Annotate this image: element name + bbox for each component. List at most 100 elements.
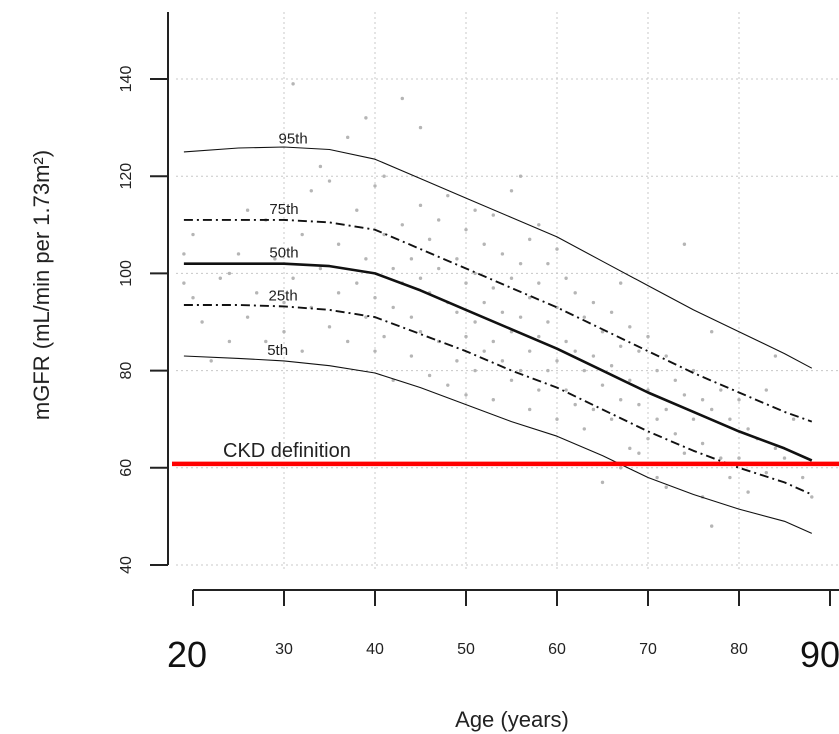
scatter-point: [801, 475, 805, 480]
scatter-point: [364, 257, 368, 261]
scatter-point: [555, 359, 559, 363]
scatter-point: [628, 325, 632, 329]
scatter-point: [573, 349, 577, 353]
series-label-5th: 5th: [267, 342, 288, 359]
scatter-point: [691, 417, 696, 421]
scatter-point: [482, 242, 486, 246]
scatter-point: [373, 349, 377, 353]
scatter-point: [537, 334, 541, 339]
scatter-point: [682, 242, 687, 246]
scatter-point: [437, 266, 441, 271]
x-tick-label: 60: [548, 641, 566, 658]
y-tick-label: 140: [118, 66, 135, 93]
scatter-point: [537, 223, 541, 227]
scatter-point: [455, 257, 459, 261]
scatter-point: [509, 189, 514, 193]
series-line-75th: [183, 218, 813, 423]
scatter-point: [182, 252, 186, 256]
scatter-point: [591, 300, 596, 305]
scatter-point: [555, 247, 559, 251]
scatter-point: [300, 349, 304, 353]
scatter-point: [382, 334, 386, 339]
scatter-point: [546, 320, 550, 324]
y-tick-label: 40: [118, 556, 135, 574]
scatter-point: [291, 82, 295, 86]
scatter-point: [491, 213, 495, 217]
x-tick-label: 20: [167, 634, 207, 675]
scatter-point: [528, 349, 532, 353]
scatter-point: [628, 378, 632, 383]
scatter-point: [282, 300, 286, 305]
y-tick-label: 120: [118, 163, 135, 190]
scatter-point: [446, 383, 450, 387]
x-tick-label: 30: [275, 641, 293, 658]
scatter-point: [336, 291, 341, 295]
scatter-point: [682, 451, 687, 455]
scatter-point: [773, 446, 778, 451]
scatter-point: [710, 330, 714, 334]
scatter-point: [737, 398, 741, 402]
series-line-5th: [183, 355, 813, 534]
scatter-point: [355, 281, 359, 285]
x-tick-label: 80: [730, 641, 748, 658]
scatter-point: [464, 281, 468, 285]
scatter-point: [655, 417, 659, 421]
scatter-point: [619, 466, 623, 470]
scatter-point: [573, 402, 577, 407]
scatter-point: [409, 354, 414, 358]
scatter-point: [728, 475, 732, 480]
scatter-point: [491, 398, 495, 402]
scatter-points: [182, 82, 814, 528]
scatter-point: [282, 330, 286, 334]
scatter-point: [655, 368, 659, 373]
scatter-point: [609, 417, 614, 421]
scatter-point: [555, 417, 559, 421]
scatter-point: [728, 417, 732, 421]
scatter-point: [509, 378, 514, 383]
scatter-point: [764, 470, 768, 475]
scatter-point: [791, 417, 796, 421]
scatter-point: [546, 368, 550, 373]
scatter-point: [318, 266, 323, 271]
scatter-point: [600, 383, 605, 387]
scatter-point: [673, 432, 677, 436]
scatter-point: [582, 315, 586, 319]
scatter-point: [355, 208, 359, 212]
scatter-point: [537, 281, 541, 285]
scatter-point: [382, 232, 386, 237]
scatter-point: [427, 373, 432, 378]
series-label-95th: 95th: [278, 130, 307, 147]
scatter-point: [391, 305, 395, 310]
scatter-point: [491, 286, 495, 290]
scatter-point: [200, 320, 204, 324]
scatter-point: [500, 252, 505, 256]
scatter-point: [191, 296, 195, 300]
scatter-point: [482, 349, 486, 353]
scatter-point: [746, 490, 750, 494]
scatter-point: [719, 456, 723, 460]
scatter-point: [418, 276, 423, 280]
axes: 40 60 80 100 120 140 20 30 40 50 60 70 80 90: [118, 12, 839, 675]
scatter-point: [646, 436, 650, 441]
scatter-point: [710, 524, 714, 528]
scatter-point: [482, 300, 486, 305]
x-tick-label: 90: [800, 634, 839, 675]
scatter-point: [309, 189, 313, 193]
scatter-point: [464, 334, 468, 339]
x-tick-label: 50: [457, 641, 475, 658]
scatter-point: [245, 315, 250, 319]
scatter-point: [236, 252, 241, 256]
scatter-point: [300, 232, 304, 237]
scatter-point: [191, 232, 195, 237]
scatter-point: [700, 398, 705, 402]
scatter-point: [400, 223, 404, 227]
scatter-point: [619, 344, 623, 348]
scatter-point: [737, 456, 741, 460]
scatter-point: [373, 296, 377, 300]
scatter-point: [255, 291, 259, 295]
scatter-point: [418, 330, 423, 334]
scatter-point: [564, 276, 568, 280]
reference-line-group: CKD definition: [172, 440, 839, 467]
scatter-point: [218, 276, 222, 280]
